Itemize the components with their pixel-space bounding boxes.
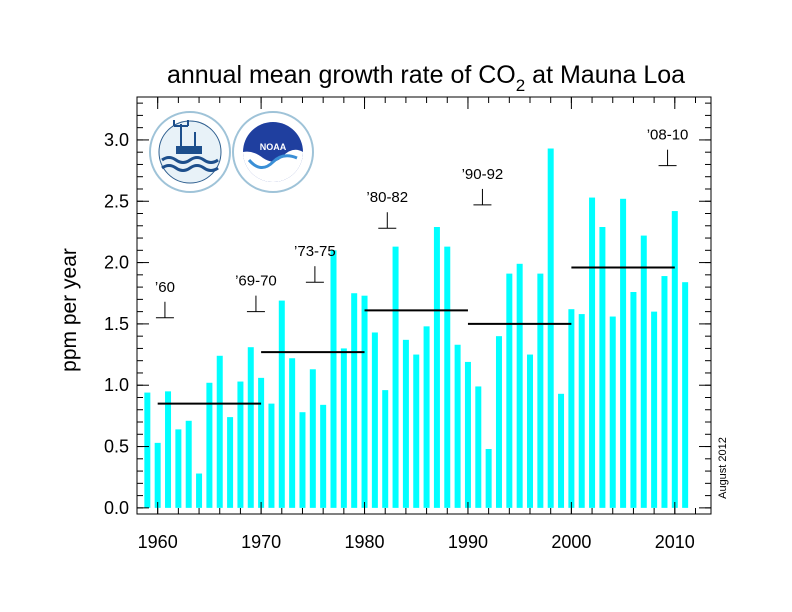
bar-1986: [423, 326, 430, 508]
x-tick-label: 2010: [655, 532, 695, 552]
bar-2011: [682, 282, 689, 508]
bar-1960: [154, 442, 161, 508]
annotation-label-1: ’69-70: [235, 273, 277, 290]
bar-2007: [640, 235, 647, 508]
bar-2000: [568, 309, 575, 508]
bar-1968: [237, 381, 244, 508]
bar-1961: [165, 391, 172, 508]
x-tick-label: 1990: [448, 532, 488, 552]
chart-title: annual mean growth rate of CO2 at Mauna …: [167, 61, 685, 95]
bar-1990: [464, 361, 471, 508]
scripps-institution-logo: [149, 111, 231, 193]
bar-1959: [144, 392, 151, 508]
bar-1972: [278, 300, 285, 508]
bar-2004: [609, 316, 616, 508]
bar-1995: [516, 263, 523, 508]
bar-1970: [258, 377, 265, 508]
y-tick-label: 0.5: [104, 437, 129, 457]
bar-1979: [351, 293, 358, 508]
bar-1974: [299, 412, 306, 508]
bar-1962: [175, 429, 182, 508]
x-tick-label: 2000: [551, 532, 591, 552]
bar-1976: [320, 404, 327, 508]
y-axis-label: ppm per year: [58, 248, 81, 372]
bar-2001: [578, 314, 585, 508]
y-tick-label: 1.5: [104, 314, 129, 334]
noaa-logo-text: NOAA: [260, 142, 287, 152]
bar-1987: [433, 227, 440, 508]
annotation-label-2: ’73-75: [294, 243, 336, 260]
bar-1989: [454, 344, 461, 508]
x-tick-label: 1970: [241, 532, 281, 552]
bar-1997: [537, 273, 544, 508]
bar-1971: [268, 403, 275, 508]
y-tick-label: 1.0: [104, 375, 129, 395]
bar-1964: [196, 473, 203, 508]
bar-1967: [227, 417, 234, 508]
bar-1980: [361, 295, 368, 508]
bar-2002: [589, 197, 596, 508]
bar-1965: [206, 382, 213, 508]
bar-1981: [371, 332, 378, 508]
y-tick-label: 0.0: [104, 498, 129, 518]
bar-1978: [340, 348, 347, 508]
x-tick-label: 1980: [345, 532, 385, 552]
annotation-label-3: ’80-82: [366, 189, 408, 206]
bar-1993: [495, 336, 502, 508]
bar-2009: [661, 276, 668, 508]
bar-1991: [475, 386, 482, 508]
bar-1994: [506, 273, 513, 508]
bar-1973: [289, 358, 296, 508]
bar-1992: [485, 448, 492, 508]
annotation-label-4: ’90-92: [462, 166, 504, 183]
plot-frame: [136, 96, 712, 515]
bar-2008: [651, 311, 658, 508]
x-tick-label: 1960: [138, 532, 178, 552]
bar-1988: [444, 246, 451, 508]
y-tick-label: 2.0: [104, 253, 129, 273]
annotation-label-0: ’60: [155, 279, 175, 296]
bar-1984: [402, 339, 409, 508]
bar-2005: [620, 198, 627, 508]
bar-1977: [330, 250, 337, 508]
bar-1966: [216, 355, 223, 508]
noaa-logo: NOAA: [232, 111, 314, 193]
bar-1969: [247, 347, 254, 508]
bar-2006: [630, 292, 637, 508]
bar-1982: [382, 390, 389, 508]
date-note: August 2012: [717, 437, 729, 499]
bar-2003: [599, 227, 606, 508]
bar-1963: [185, 420, 192, 508]
bar-2010: [671, 211, 678, 508]
bar-1985: [413, 354, 420, 508]
bar-1999: [558, 393, 565, 508]
bar-1983: [392, 246, 399, 508]
bar-1998: [547, 148, 554, 508]
y-tick-label: 2.5: [104, 191, 129, 211]
bar-1975: [309, 369, 316, 508]
annotation-label-5: ’08-10: [647, 127, 689, 144]
bar-1996: [527, 354, 534, 508]
y-tick-label: 3.0: [104, 130, 129, 150]
